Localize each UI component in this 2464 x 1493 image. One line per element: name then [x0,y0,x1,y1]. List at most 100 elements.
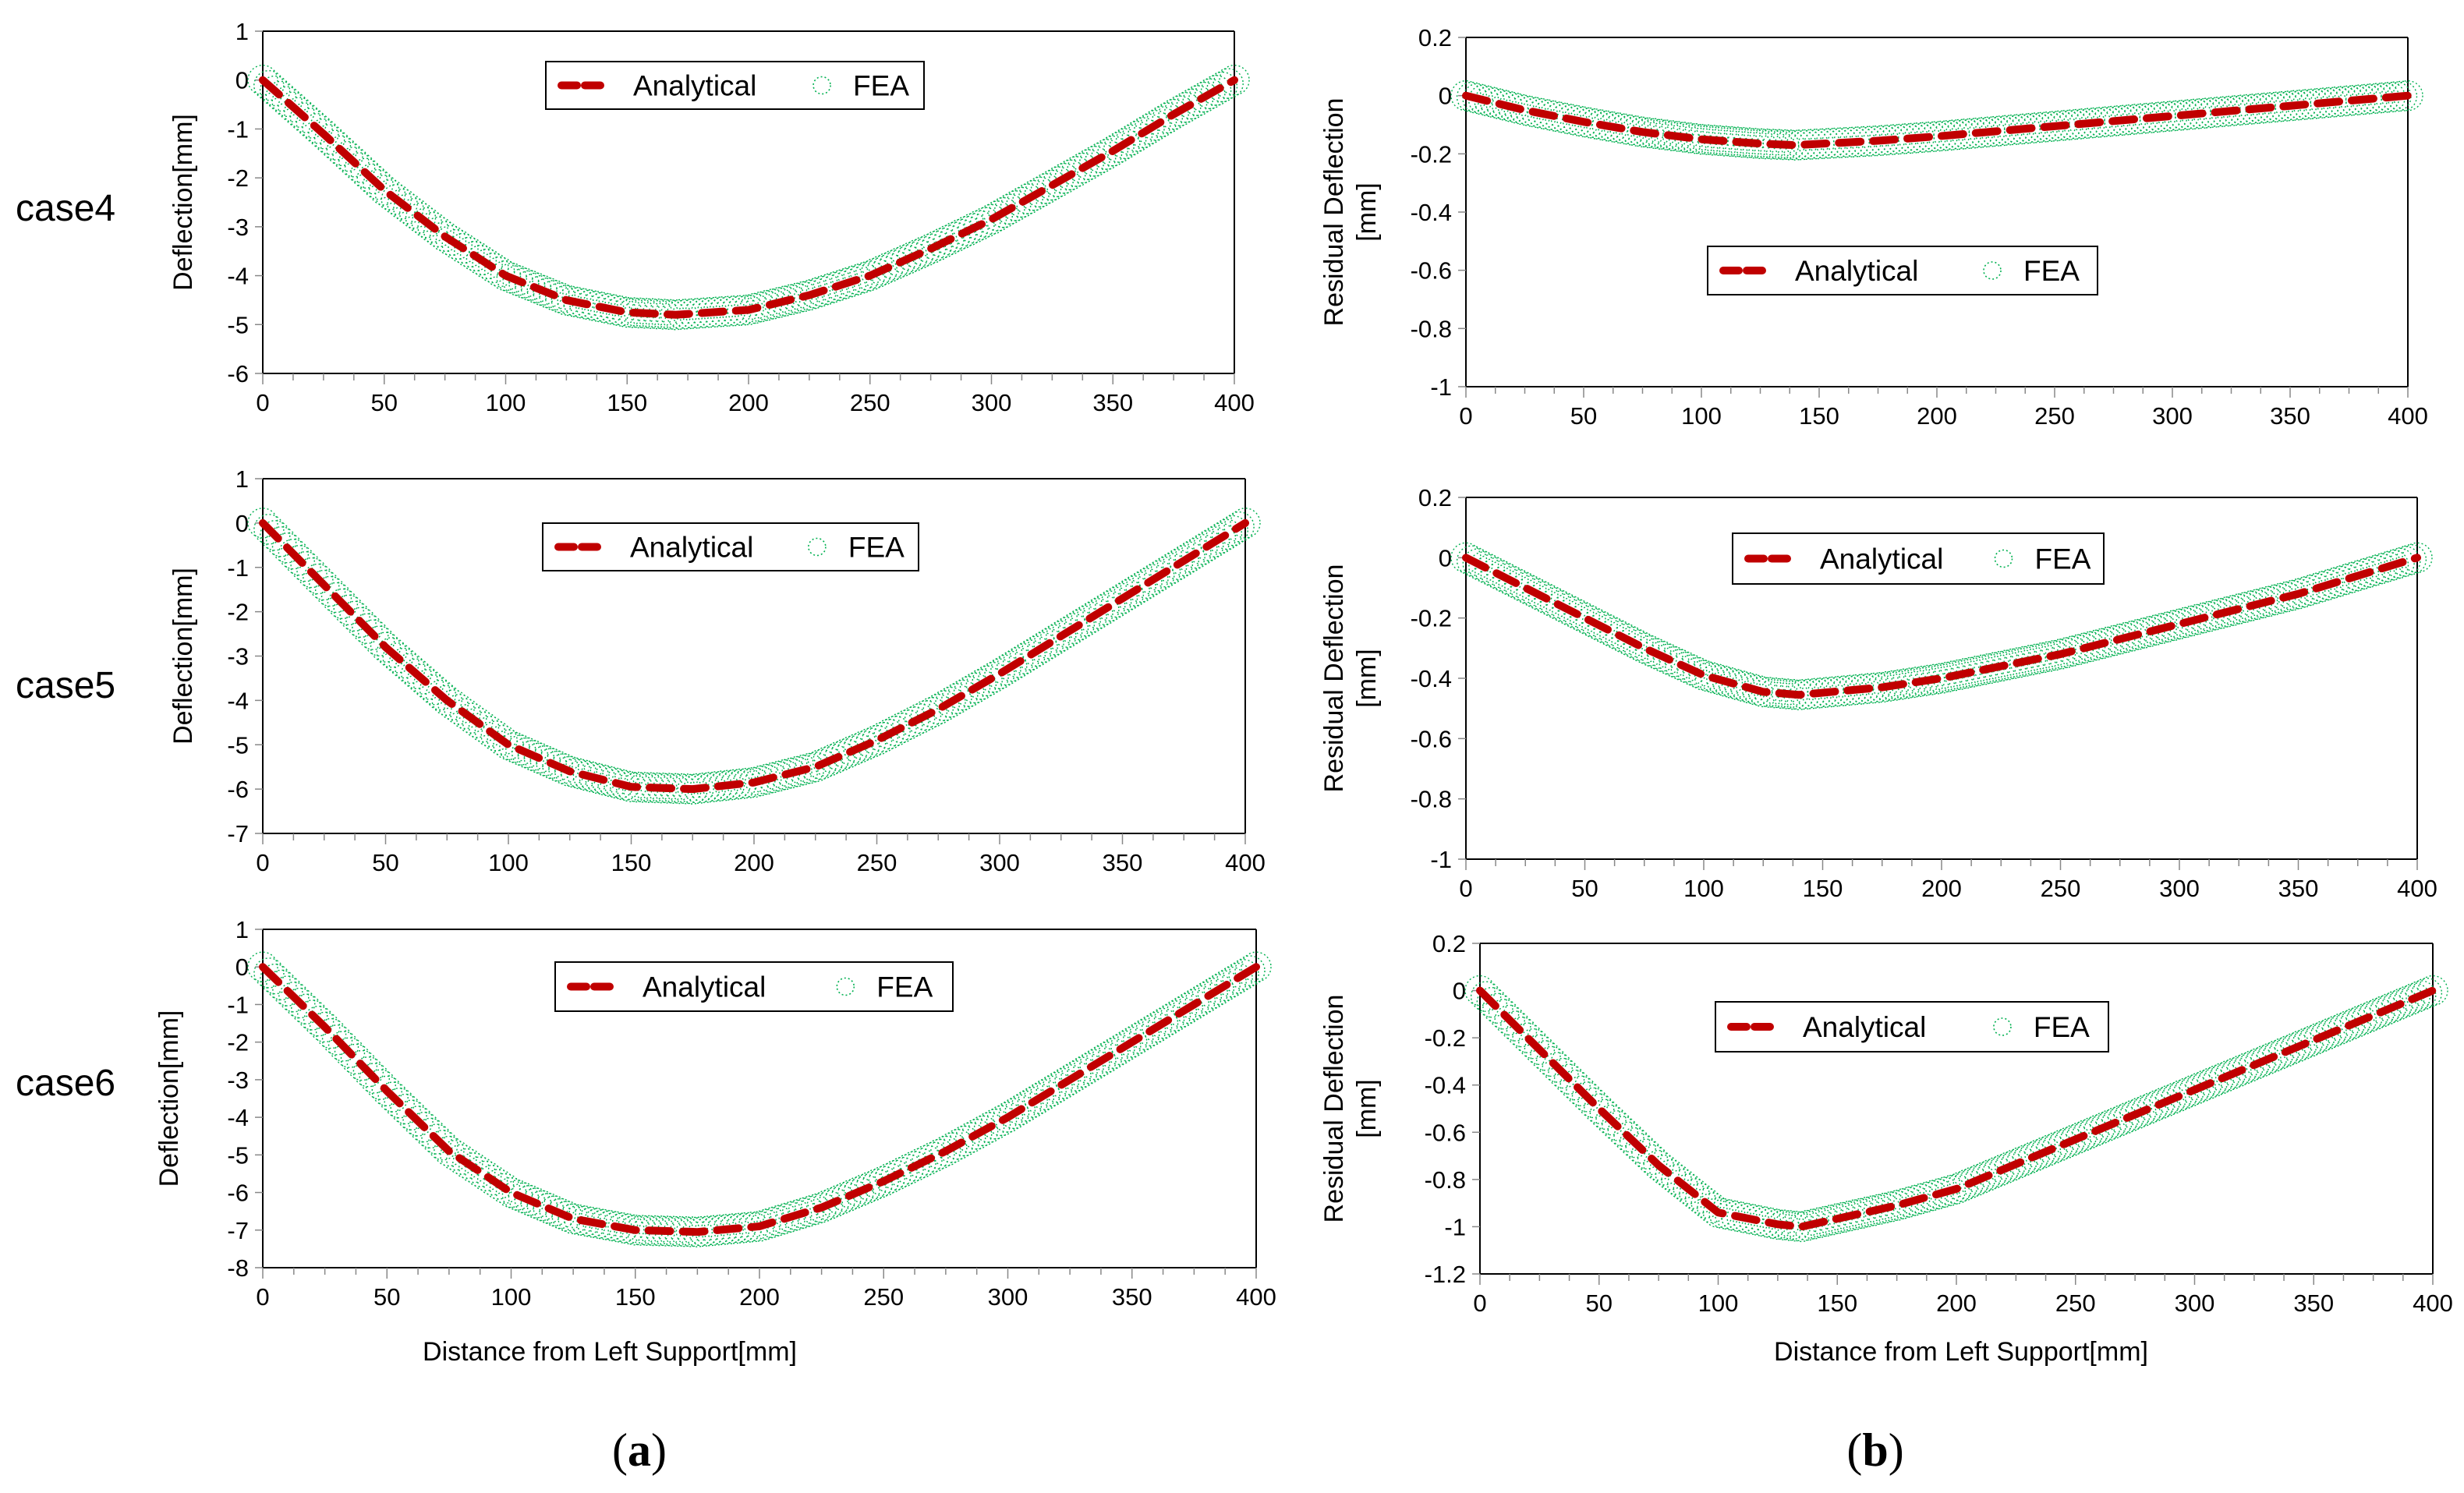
fea-point [1768,129,1800,161]
fea-point [943,1129,974,1160]
fea-point [1935,1175,1967,1206]
fea-point [1995,1151,2026,1183]
chart-b-case4: 0 50 100 150 200 250 300 350 400 0.2 0 -0.2 -0.4 -0.6… [1319,24,2428,430]
fea-point [614,1213,645,1245]
fea-point [417,211,448,243]
fea-point [334,1037,366,1068]
fea-point [1944,659,1975,691]
fea-point [1128,117,1159,148]
fea-point [1187,534,1218,565]
fea-point [260,963,291,995]
fea-point [1595,1104,1627,1136]
x-tick-label: 350 [1092,389,1133,416]
fea-point [1577,1087,1609,1119]
fea-point [1197,978,1228,1009]
fea-point [487,724,518,756]
fea-point [918,1141,949,1173]
fea-point [1633,117,1664,148]
fea-point [922,694,954,725]
fea-point [1241,951,1272,982]
fea-point [2363,997,2395,1028]
fea-point [2060,1123,2091,1155]
fea-point [862,1168,893,1200]
fea-point [2366,553,2397,584]
fea-point [733,294,764,326]
fea-point [1917,1180,1949,1212]
fea-point [423,216,455,248]
case-label-6: case6 [16,1063,115,1104]
fea-point [539,279,570,311]
fea-point [1156,553,1188,584]
fea-point [359,1063,391,1094]
fea-point [892,709,923,741]
fea-point [265,526,297,557]
fea-point [2300,573,2332,604]
x-tick-label: 150 [611,849,652,876]
fea-point [1488,999,1520,1030]
fea-point [458,1152,490,1183]
legend: Analytical FEA [1715,1001,2109,1053]
fea-point [517,740,549,771]
fea-point [419,674,451,706]
fea-point [1688,660,1719,691]
fea-point [2152,611,2183,642]
fea-point [321,1024,353,1056]
x-tick-label: 100 [1681,402,1722,430]
fea-point [1512,1022,1543,1053]
fea-point [855,260,886,292]
fea-point [681,1216,713,1247]
fea-point [1223,511,1255,543]
fea-point [529,745,561,777]
fea-point [2384,547,2415,578]
legend-analytical-label: Analytical [630,532,753,564]
fea-point [1203,974,1234,1005]
fea-point [2399,982,2430,1014]
fea-point [412,669,444,700]
x-tick-label: 400 [2397,875,2437,902]
fea-point [1002,647,1034,678]
fea-point [1184,985,1216,1017]
fea-point [1191,982,1223,1013]
fea-point [1673,1173,1705,1205]
panel-label-a-close: ) [651,1424,667,1476]
fea-point [1804,1207,1836,1239]
x-tick-label: 350 [2278,875,2319,902]
fea-point [2110,622,2142,653]
fea-point [945,218,977,249]
fea-point [843,1176,875,1208]
x-tick-label: 100 [491,1283,532,1311]
fea-point [2336,562,2367,593]
x-tick-label: 350 [2293,1290,2334,1317]
analytical-line [1462,91,2412,150]
fea-point [1134,113,1165,145]
fea-point [2390,546,2421,577]
fea-point [1625,1133,1656,1164]
fea-point [812,274,843,305]
fea-point [2342,560,2374,592]
fea-point [1060,156,1092,187]
fea-point [1217,515,1248,547]
x-tick-label: 100 [488,849,529,876]
fea-point [2126,1096,2157,1128]
fea-point [1145,106,1177,137]
legend: Analytical FEA [1732,532,2105,585]
fea-point [363,625,395,656]
fea-point [1929,1176,1960,1208]
fea-point [402,1106,434,1137]
fea-point [1649,1155,1680,1186]
fea-point [909,235,940,267]
y-tick-label: -2 [227,599,249,626]
fea-point [812,1189,844,1221]
fea-point [2328,1012,2360,1043]
x-tick-label: 250 [2034,402,2075,430]
fea-point [599,294,631,326]
fea-point [751,763,782,795]
fea-point [523,742,555,774]
fea-point [915,233,947,264]
fea-point [1535,1045,1567,1077]
fea-point [1048,1068,1079,1099]
fea-point [781,1199,812,1231]
fea-point [924,1138,955,1170]
fea-point [431,685,462,716]
fea-point [284,544,315,576]
